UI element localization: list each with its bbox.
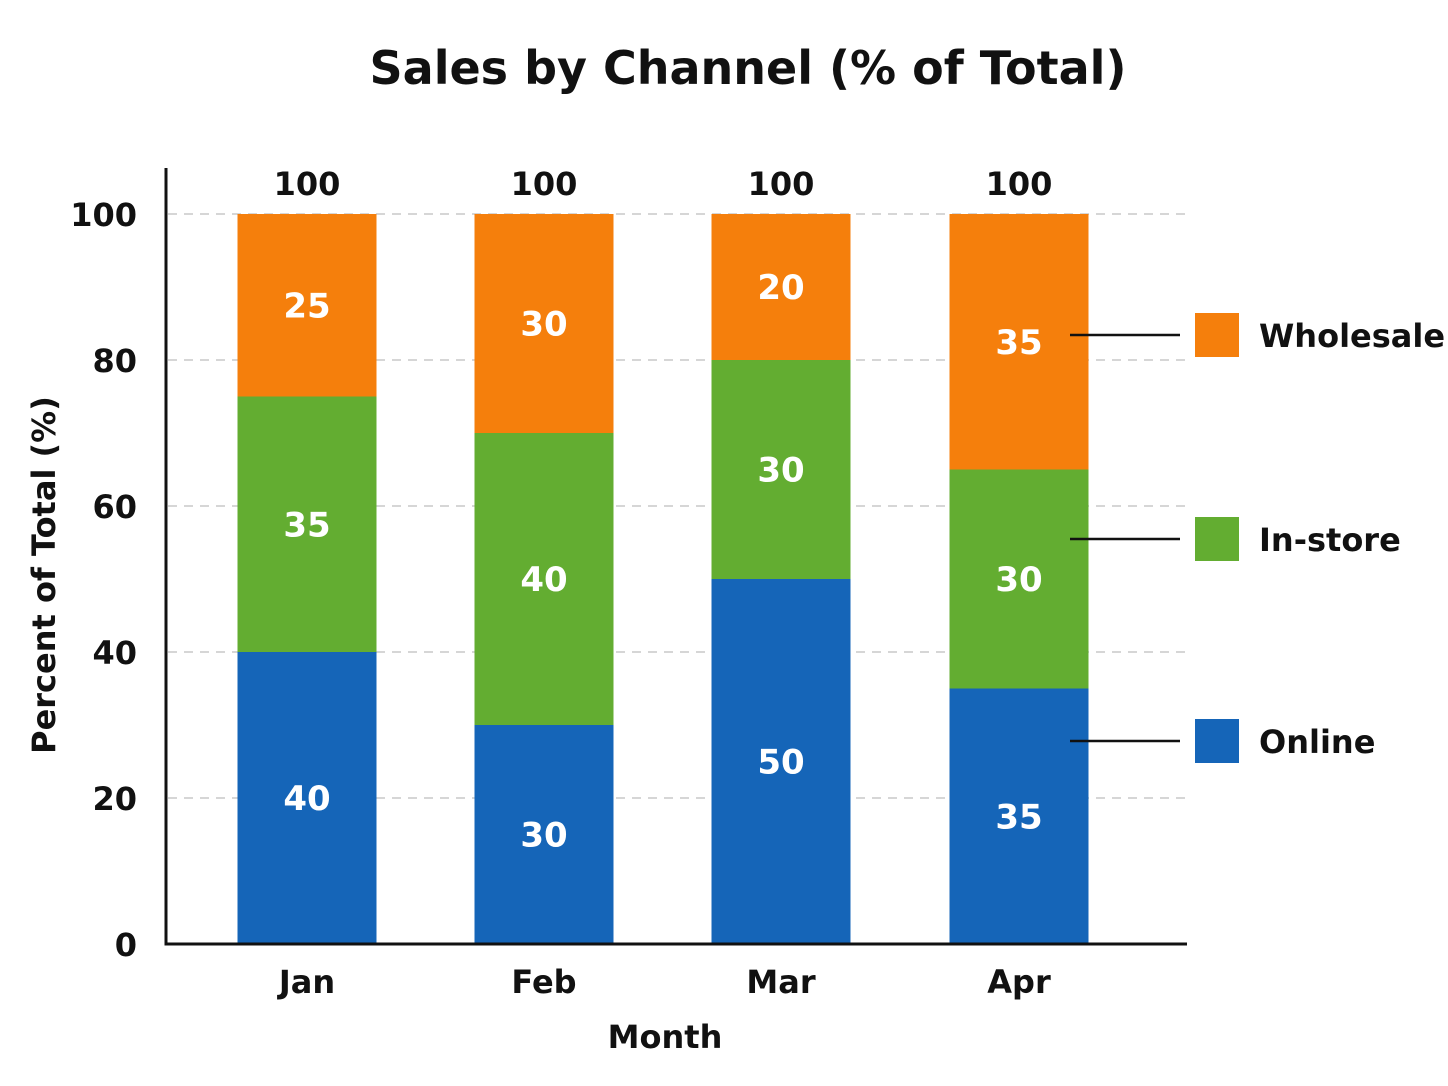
legend-swatch — [1195, 313, 1239, 357]
bar-online-mar — [711, 579, 851, 944]
legend-label: Online — [1259, 723, 1375, 761]
y-tick-label: 100 — [70, 196, 137, 234]
bar-totals: 100 100 100 100 — [274, 165, 1053, 203]
segment-labels: 40 35 25 30 40 30 50 30 20 35 30 35 — [283, 268, 1042, 856]
bar-online-feb — [474, 725, 614, 944]
legend-label: Wholesale — [1259, 317, 1445, 355]
bar-wholesale-mar — [711, 214, 851, 360]
data-label: 25 — [283, 286, 330, 326]
bar-wholesale-feb — [474, 214, 614, 433]
bar-in-store-apr — [949, 469, 1089, 689]
data-label: 20 — [757, 268, 804, 308]
bar-total-label: 100 — [986, 165, 1053, 203]
axes — [164, 168, 1187, 946]
x-tick-label: Jan — [277, 963, 335, 1001]
bar-total-label: 100 — [274, 165, 341, 203]
y-axis-title: Percent of Total (%) — [25, 396, 63, 754]
bar-wholesale-jan — [237, 214, 377, 397]
bar-total-label: 100 — [748, 165, 815, 203]
data-label: 40 — [283, 779, 330, 819]
bar-in-store-feb — [474, 433, 614, 725]
bars — [237, 214, 1089, 944]
bar-in-store-jan — [237, 396, 377, 652]
data-label: 40 — [520, 560, 567, 600]
data-label: 30 — [520, 816, 567, 856]
bar-in-store-mar — [711, 360, 851, 579]
x-axis-title: Month — [608, 1018, 723, 1056]
x-tick-labels: Jan Feb Mar Apr — [277, 963, 1051, 1001]
bar-total-label: 100 — [511, 165, 578, 203]
data-label: 30 — [520, 305, 567, 345]
data-label: 30 — [995, 560, 1042, 600]
y-tick-label: 20 — [92, 780, 137, 818]
y-tick-label: 40 — [92, 634, 137, 672]
legend-swatch — [1195, 719, 1239, 763]
y-tick-label: 0 — [115, 926, 137, 964]
x-tick-label: Feb — [511, 963, 576, 1001]
data-label: 35 — [283, 505, 330, 545]
x-tick-label: Apr — [987, 963, 1051, 1001]
data-label: 35 — [995, 797, 1042, 837]
y-tick-label: 80 — [92, 342, 137, 380]
x-tick-label: Mar — [746, 963, 815, 1001]
y-tick-label: 60 — [92, 488, 137, 526]
chart-title: Sales by Channel (% of Total) — [370, 41, 1127, 95]
data-label: 50 — [757, 743, 804, 783]
y-tick-labels: 0 20 40 60 80 100 — [70, 196, 137, 964]
data-label: 35 — [995, 323, 1042, 363]
bar-online-jan — [237, 652, 377, 944]
data-label: 30 — [757, 451, 804, 491]
legend-label: In-store — [1259, 521, 1401, 559]
bar-wholesale-apr — [949, 214, 1089, 470]
legend-swatch — [1195, 517, 1239, 561]
legend: Online In-store Wholesale — [1070, 313, 1445, 763]
bar-online-apr — [949, 688, 1089, 944]
